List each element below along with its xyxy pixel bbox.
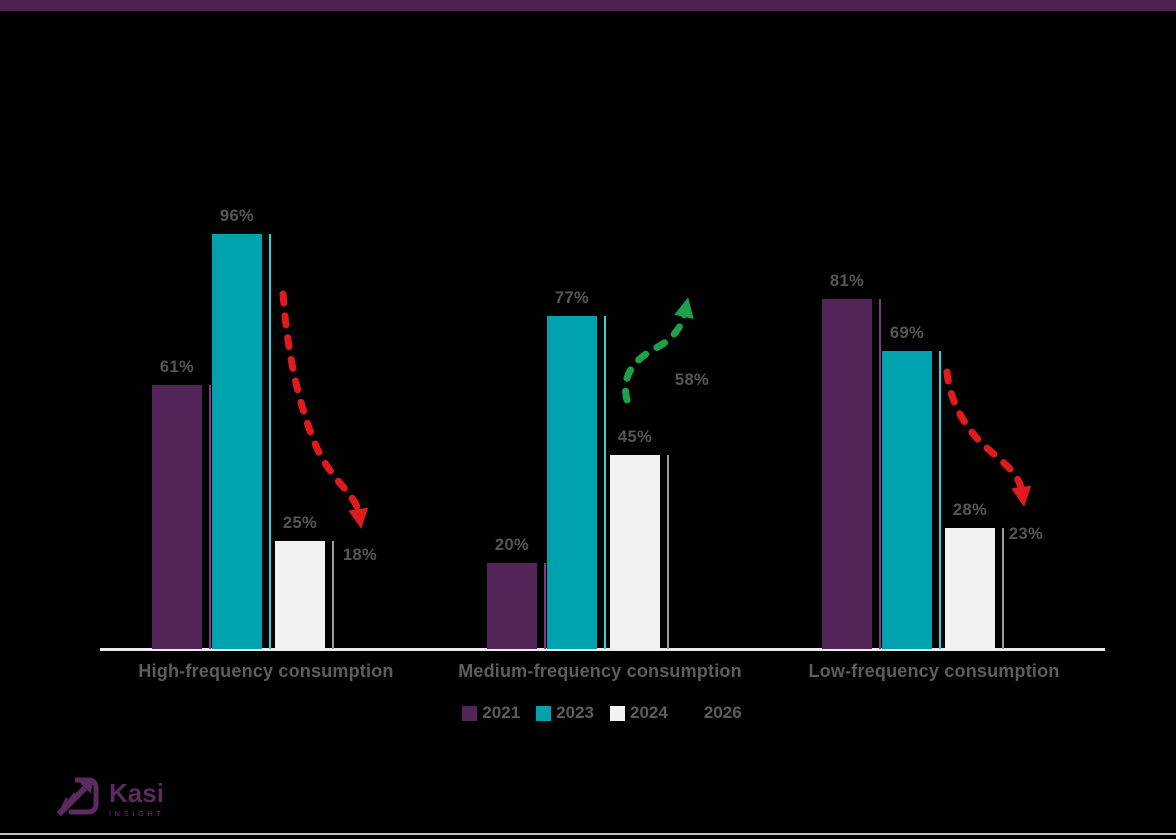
- legend-swatch-2023: [536, 705, 552, 721]
- legend-swatch-2021: [462, 705, 478, 721]
- bar-2024-high-frequency: [275, 541, 334, 649]
- trend-arrow-down-low-frequency: [943, 368, 1032, 507]
- logo-sub-text: INSIGHT: [109, 808, 165, 818]
- category-label-low-frequency: Low-frequency consumption: [808, 661, 1060, 681]
- trend-arrow-up-medium-frequency: [622, 297, 694, 404]
- bar-2021-low-frequency: [822, 299, 881, 649]
- legend-item-2021: 2021: [462, 703, 520, 723]
- x-axis-line: [100, 648, 1105, 651]
- kasi-road-arrow-icon: [55, 772, 101, 825]
- legend-swatch-2024: [610, 705, 625, 721]
- value-label-2024-low-frequency: 28%: [952, 501, 988, 519]
- value-label-2021-low-frequency: 81%: [829, 272, 865, 290]
- value-label-2024-medium-frequency: 45%: [617, 428, 653, 446]
- chart-legend: 2021 2023 2024 2026: [14, 703, 1176, 723]
- top-accent-bar: [0, 0, 1176, 11]
- bar-2023-medium-frequency: [547, 316, 606, 649]
- category-label-medium-frequency: Medium-frequency consumption: [458, 661, 742, 681]
- value-label-2024-high-frequency: 25%: [282, 514, 318, 532]
- bar-2024-low-frequency: [945, 528, 1004, 649]
- value-label-2021-high-frequency: 61%: [159, 358, 195, 376]
- value-label-2023-high-frequency: 96%: [219, 207, 255, 225]
- logo-brand-text: Kasi: [109, 777, 164, 808]
- projection-label-2026-medium-frequency: 58%: [674, 371, 710, 389]
- projection-label-2026-low-frequency: 23%: [1008, 525, 1044, 543]
- value-label-2021-medium-frequency: 20%: [494, 536, 530, 554]
- bottom-border-line: [0, 833, 1176, 835]
- bar-2023-high-frequency: [212, 234, 271, 649]
- legend-item-2024: 2024: [610, 703, 668, 723]
- legend-item-2023: 2023: [536, 703, 594, 723]
- bar-2024-medium-frequency: [610, 455, 669, 649]
- bar-2021-high-frequency: [152, 385, 211, 649]
- legend-item-2026: 2026: [683, 703, 742, 723]
- projection-label-2026-high-frequency: 18%: [342, 546, 378, 564]
- legend-label-2026: 2026: [703, 703, 742, 722]
- legend-label-2021: 2021: [482, 703, 521, 722]
- legend-label-2024: 2024: [630, 703, 668, 722]
- category-label-high-frequency: High-frequency consumption: [138, 661, 394, 681]
- trend-arrow-down-high-frequency: [279, 290, 369, 529]
- brand-logo: Kasi INSIGHT: [55, 772, 165, 825]
- bar-2021-medium-frequency: [487, 563, 546, 649]
- legend-label-2023: 2023: [556, 703, 594, 722]
- legend-swatch-2026: [683, 705, 699, 721]
- value-label-2023-low-frequency: 69%: [889, 324, 925, 342]
- value-label-2023-medium-frequency: 77%: [554, 289, 590, 307]
- bar-2023-low-frequency: [882, 351, 941, 649]
